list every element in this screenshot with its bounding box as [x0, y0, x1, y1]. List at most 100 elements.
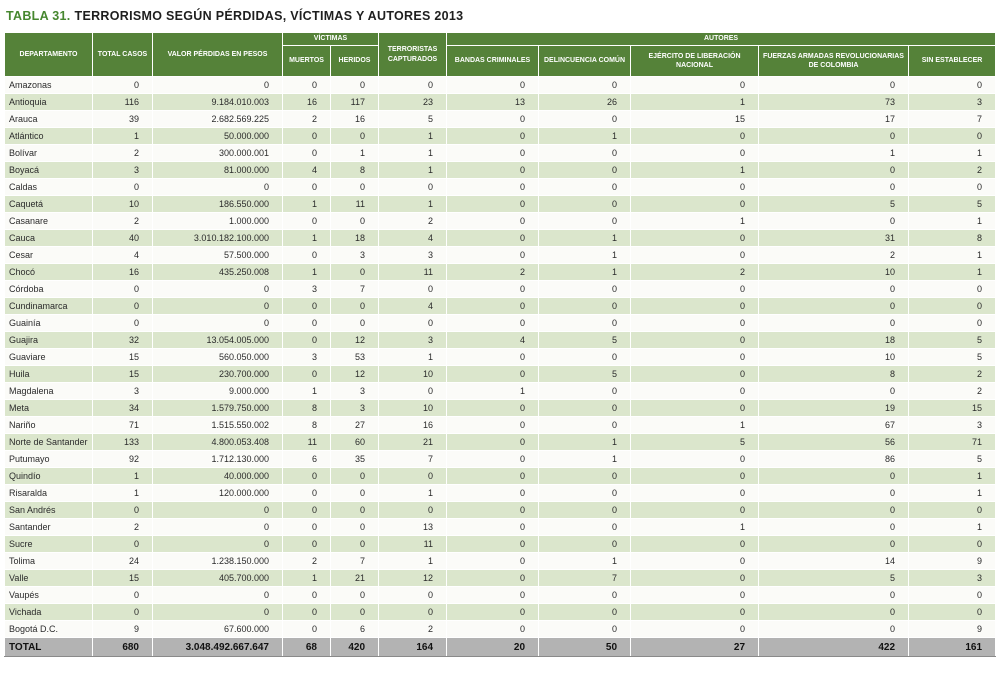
value-cell: 0: [446, 314, 540, 332]
value-cell: 300.000.001: [152, 144, 283, 162]
value-cell: 0: [282, 535, 331, 553]
value-cell: 0: [329, 178, 380, 196]
value-cell: 16: [329, 110, 380, 128]
table-title-text: TERRORISMO SEGÚN PÉRDIDAS, VÍCTIMAS Y AU…: [74, 9, 464, 23]
value-cell: 1: [908, 467, 997, 485]
department-cell: Atlántico: [4, 127, 93, 145]
value-cell: 35: [329, 450, 380, 468]
value-cell: 0: [446, 195, 540, 213]
value-cell: 0: [378, 76, 448, 94]
value-cell: 0: [758, 586, 910, 604]
value-cell: 6: [282, 450, 331, 468]
value-cell: 0: [538, 348, 632, 366]
value-cell: 0: [282, 314, 331, 332]
value-cell: 0: [630, 348, 760, 366]
value-cell: 0: [630, 569, 760, 587]
value-cell: 71: [908, 433, 997, 451]
table-row: Magdalena 3 9.000.000 1 3 0 1 0 0 0 2: [4, 382, 997, 400]
value-cell: 0: [630, 552, 760, 570]
value-cell: 0: [538, 620, 632, 638]
value-cell: 0: [329, 212, 380, 230]
value-cell: 0: [446, 144, 540, 162]
value-cell: 1: [538, 552, 632, 570]
department-cell: Cesar: [4, 246, 93, 264]
value-cell: 12: [329, 365, 380, 383]
value-cell: 1: [630, 161, 760, 179]
value-cell: 0: [446, 603, 540, 621]
value-cell: 2: [92, 144, 153, 162]
value-cell: 0: [152, 76, 283, 94]
value-cell: 0: [758, 127, 910, 145]
value-cell: 0: [630, 229, 760, 247]
value-cell: 0: [538, 603, 632, 621]
total-label-cell: TOTAL: [4, 637, 93, 657]
value-cell: 0: [538, 484, 632, 502]
value-cell: 0: [538, 382, 632, 400]
value-cell: 0: [446, 484, 540, 502]
value-cell: 2: [92, 518, 153, 536]
value-cell: 1: [378, 144, 448, 162]
value-cell: 2: [92, 212, 153, 230]
header-group-autores: AUTORES: [446, 32, 997, 46]
value-cell: 0: [630, 382, 760, 400]
value-cell: 0: [446, 348, 540, 366]
value-cell: 5: [630, 433, 760, 451]
value-cell: 3: [329, 382, 380, 400]
header-sin-establecer: SIN ESTABLECER: [908, 45, 997, 77]
value-cell: 0: [758, 518, 910, 536]
value-cell: 4: [378, 297, 448, 315]
value-cell: 0: [92, 178, 153, 196]
value-cell: 0: [538, 416, 632, 434]
value-cell: 0: [378, 467, 448, 485]
value-cell: 0: [630, 450, 760, 468]
value-cell: 2: [908, 161, 997, 179]
table-row: Putumayo 92 1.712.130.000 6 35 7 0 1 0 86 5: [4, 450, 997, 468]
value-cell: 0: [630, 178, 760, 196]
value-cell: 0: [152, 314, 283, 332]
value-cell: 2: [282, 110, 331, 128]
value-cell: 0: [908, 314, 997, 332]
department-cell: Caquetá: [4, 195, 93, 213]
value-cell: 11: [329, 195, 380, 213]
department-cell: Chocó: [4, 263, 93, 281]
value-cell: 1: [282, 263, 331, 281]
value-cell: 4: [92, 246, 153, 264]
value-cell: 19: [758, 399, 910, 417]
table-row: Caquetá 10 186.550.000 1 11 1 0 0 0 5 5: [4, 195, 997, 213]
value-cell: 86: [758, 450, 910, 468]
value-cell: 15: [908, 399, 997, 417]
table-row: Guainía 0 0 0 0 0 0 0 0 0 0: [4, 314, 997, 332]
value-cell: 0: [446, 110, 540, 128]
value-cell: 0: [446, 450, 540, 468]
table-row: Córdoba 0 0 3 7 0 0 0 0 0 0: [4, 280, 997, 298]
value-cell: 2: [378, 212, 448, 230]
value-cell: 0: [446, 518, 540, 536]
value-cell: 0: [92, 297, 153, 315]
department-cell: Guajira: [4, 331, 93, 349]
value-cell: 0: [908, 280, 997, 298]
value-cell: 435.250.008: [152, 263, 283, 281]
value-cell: 0: [758, 280, 910, 298]
value-cell: 0: [446, 501, 540, 519]
header-fuerzas-armadas: FUERZAS ARMADAS REVOLUCIONARIAS DE COLOM…: [758, 45, 910, 77]
value-cell: 0: [630, 484, 760, 502]
value-cell: 8: [329, 161, 380, 179]
value-cell: 0: [538, 195, 632, 213]
value-cell: 40: [92, 229, 153, 247]
value-cell: 0: [758, 484, 910, 502]
value-cell: 3: [282, 280, 331, 298]
value-cell: 0: [758, 467, 910, 485]
total-value-cell: 68: [282, 637, 331, 657]
value-cell: 4: [378, 229, 448, 247]
value-cell: 0: [152, 297, 283, 315]
table-row: Bolívar 2 300.000.001 0 1 1 0 0 0 1 1: [4, 144, 997, 162]
total-value-cell: 420: [329, 637, 380, 657]
value-cell: 32: [92, 331, 153, 349]
value-cell: 0: [152, 280, 283, 298]
table-row: Vaupés 0 0 0 0 0 0 0 0 0 0: [4, 586, 997, 604]
value-cell: 0: [538, 110, 632, 128]
value-cell: 12: [329, 331, 380, 349]
value-cell: 10: [758, 263, 910, 281]
value-cell: 0: [538, 399, 632, 417]
value-cell: 21: [378, 433, 448, 451]
